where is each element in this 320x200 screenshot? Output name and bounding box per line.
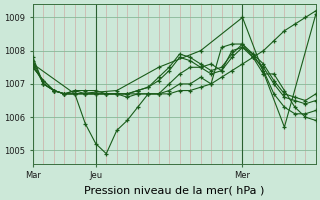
X-axis label: Pression niveau de la mer( hPa ): Pression niveau de la mer( hPa ) (84, 186, 265, 196)
